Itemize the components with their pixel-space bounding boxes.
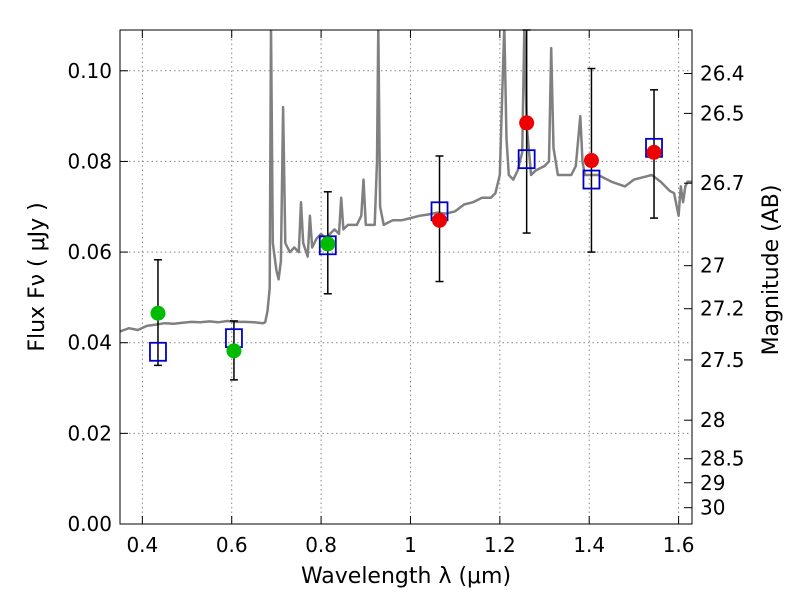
right-tick-label: 28.5 bbox=[700, 447, 745, 471]
red-data-point bbox=[519, 115, 535, 131]
model-box-marker bbox=[517, 149, 536, 170]
right-tick-label: 30 bbox=[700, 496, 725, 520]
red-data-point bbox=[646, 144, 662, 160]
right-tick-label: 28 bbox=[700, 408, 725, 432]
model-box-layer bbox=[149, 137, 663, 362]
right-axis-label: Magnitude (AB) bbox=[759, 185, 784, 356]
x-tick-label: 1.6 bbox=[663, 533, 695, 557]
right-tick-label: 27.2 bbox=[700, 297, 745, 321]
right-tick-label: 29 bbox=[700, 471, 725, 495]
x-tick-label: 0.8 bbox=[305, 533, 337, 557]
y-axis-label: Flux Fν ( μJy ) bbox=[25, 202, 50, 351]
x-tick-label: 0.4 bbox=[126, 533, 158, 557]
right-tick-label: 27.5 bbox=[700, 348, 745, 372]
y-tick-label: 0.04 bbox=[67, 331, 112, 355]
x-tick-label: 0.6 bbox=[216, 533, 248, 557]
red-data-point bbox=[583, 153, 599, 169]
green-data-point bbox=[150, 305, 166, 321]
axis-ticks: 0.4 0.6 0.8 1 1.2 1.4 1.6 0.00 0.02 0.04 0.06 0.08 0… bbox=[67, 30, 745, 557]
green-data-point bbox=[226, 343, 242, 359]
right-tick-label: 26.7 bbox=[700, 171, 745, 195]
red-data-point bbox=[432, 212, 448, 228]
y-tick-label: 0.06 bbox=[67, 240, 112, 264]
model-box-marker bbox=[318, 235, 337, 256]
y-tick-label: 0.10 bbox=[67, 59, 112, 83]
right-tick-label: 26.4 bbox=[700, 62, 745, 86]
right-tick-label: 26.5 bbox=[700, 101, 745, 125]
x-tick-label: 1.2 bbox=[484, 533, 516, 557]
green-data-point bbox=[320, 236, 336, 252]
plot-frame bbox=[119, 29, 693, 525]
y-tick-label: 0.02 bbox=[67, 421, 112, 445]
data-point-layer bbox=[150, 115, 662, 359]
y-tick-label: 0.08 bbox=[67, 149, 112, 173]
y-tick-label: 0.00 bbox=[67, 512, 112, 536]
x-tick-label: 1 bbox=[404, 533, 417, 557]
x-tick-label: 1.4 bbox=[573, 533, 605, 557]
spectrum-layer bbox=[120, 30, 692, 333]
x-axis-label: Wavelength λ (μm) bbox=[301, 564, 511, 589]
right-tick-label: 27 bbox=[700, 254, 725, 278]
model-box-marker bbox=[149, 341, 167, 362]
spectrum-line bbox=[120, 30, 692, 333]
model-box-marker bbox=[582, 169, 601, 190]
